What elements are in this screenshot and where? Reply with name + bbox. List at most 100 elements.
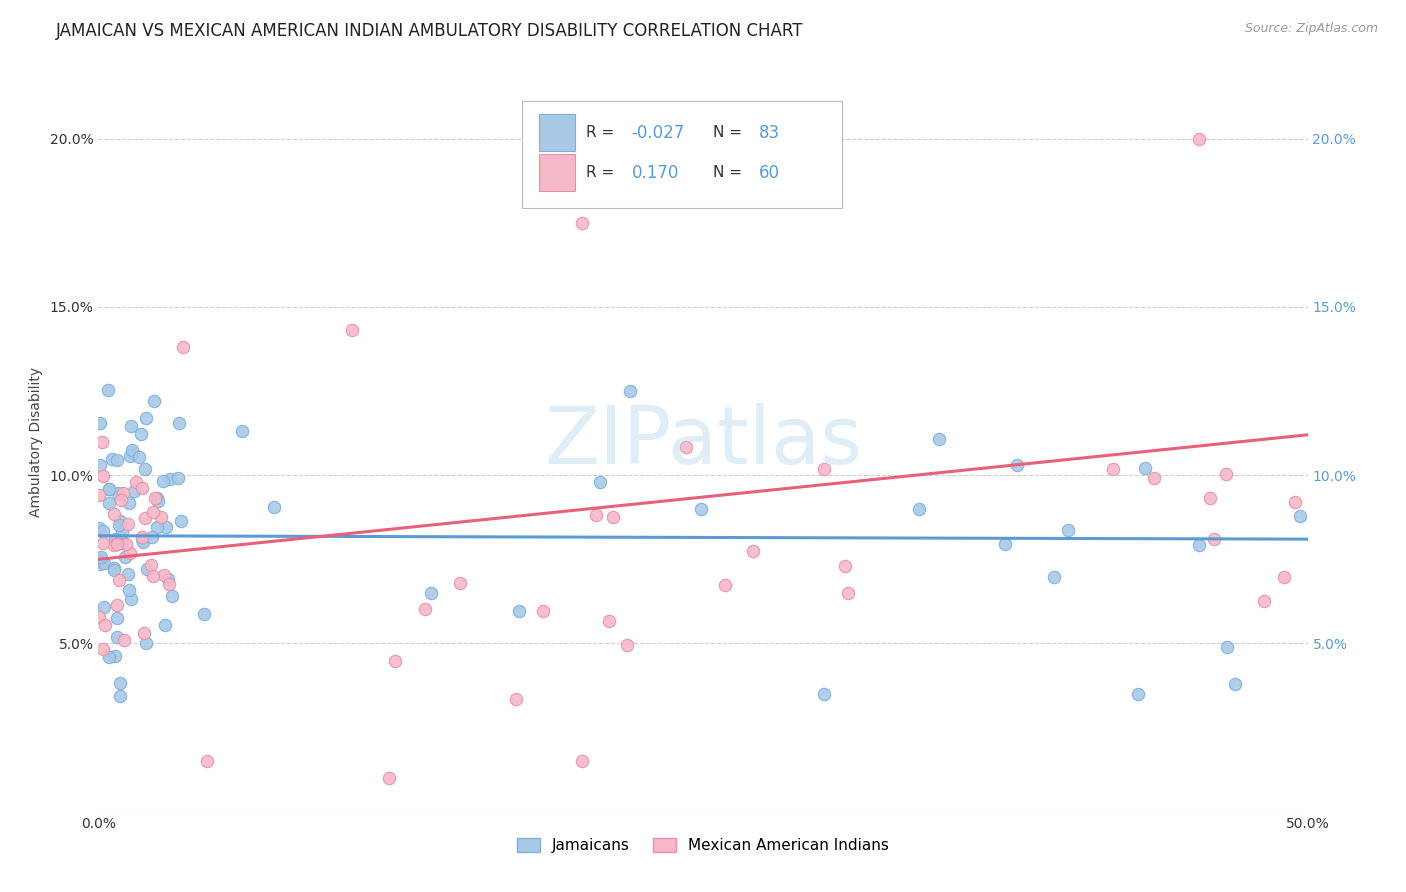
Point <box>93 468 115 483</box>
Point <box>131 482 153 496</box>
Point <box>132 626 155 640</box>
Point <box>111 525 134 540</box>
Text: 83: 83 <box>759 124 780 142</box>
Point <box>105 453 128 467</box>
Legend: Jamaicans, Mexican American Indians: Jamaicans, Mexican American Indians <box>510 832 896 860</box>
Point <box>103 561 125 575</box>
Point <box>1057 523 1080 537</box>
Point <box>156 572 179 586</box>
Point <box>571 216 593 230</box>
Point <box>1188 131 1211 145</box>
Point <box>384 654 406 668</box>
Point <box>97 482 120 496</box>
Point <box>602 510 624 524</box>
Point <box>134 462 156 476</box>
Point <box>1215 467 1237 482</box>
Point <box>118 450 141 464</box>
Point <box>93 556 115 570</box>
Text: Source: ZipAtlas.com: Source: ZipAtlas.com <box>1244 22 1378 36</box>
Point <box>1204 533 1226 547</box>
Point <box>994 536 1017 550</box>
Point <box>89 557 111 571</box>
Point <box>110 531 132 545</box>
Point <box>115 537 138 551</box>
Text: -0.027: -0.027 <box>631 124 685 142</box>
Point <box>93 536 115 550</box>
Point <box>97 383 120 397</box>
Text: N =: N = <box>713 125 742 140</box>
Point <box>108 675 131 690</box>
Point <box>167 416 190 430</box>
Point <box>104 532 127 546</box>
Point <box>342 324 364 338</box>
Point <box>813 462 835 476</box>
Point <box>263 500 285 514</box>
Point <box>107 486 129 500</box>
Point <box>98 482 121 496</box>
Point <box>117 567 139 582</box>
Text: JAMAICAN VS MEXICAN AMERICAN INDIAN AMBULATORY DISABILITY CORRELATION CHART: JAMAICAN VS MEXICAN AMERICAN INDIAN AMBU… <box>56 22 804 40</box>
Point <box>118 496 141 510</box>
Point <box>110 535 132 549</box>
Point <box>1143 471 1166 485</box>
Point <box>93 600 115 615</box>
Point <box>1284 495 1306 509</box>
Point <box>1223 677 1246 691</box>
Text: 0.170: 0.170 <box>631 164 679 182</box>
Point <box>1102 462 1125 476</box>
Point <box>413 602 436 616</box>
Point <box>508 605 530 619</box>
Point <box>122 483 145 498</box>
Point <box>146 491 169 505</box>
FancyBboxPatch shape <box>522 101 842 209</box>
Text: R =: R = <box>586 125 614 140</box>
Point <box>619 384 641 398</box>
Point <box>153 568 176 582</box>
Point <box>157 577 180 591</box>
Point <box>834 558 856 573</box>
Point <box>1198 491 1220 505</box>
Point <box>93 642 115 657</box>
Point <box>571 754 593 768</box>
Point <box>90 550 112 565</box>
Point <box>1272 570 1295 584</box>
Point <box>742 543 765 558</box>
Point <box>675 441 697 455</box>
Point <box>149 510 172 524</box>
Point <box>87 488 110 502</box>
Point <box>108 514 131 528</box>
Point <box>98 649 121 664</box>
Point <box>170 514 193 528</box>
Point <box>117 517 139 532</box>
Text: R =: R = <box>586 165 614 180</box>
Point <box>449 575 471 590</box>
Y-axis label: Ambulatory Disability: Ambulatory Disability <box>28 367 42 516</box>
Point <box>89 521 111 535</box>
Point <box>142 569 165 583</box>
Point <box>139 558 162 573</box>
Point <box>105 537 128 551</box>
Point <box>159 472 181 486</box>
Point <box>193 607 215 622</box>
Point <box>90 434 112 449</box>
Point <box>118 582 141 597</box>
Point <box>136 562 159 576</box>
Point <box>135 636 157 650</box>
Point <box>91 524 114 538</box>
Point <box>172 340 194 354</box>
Text: ZIPatlas: ZIPatlas <box>544 402 862 481</box>
Point <box>121 442 143 457</box>
Point <box>141 530 163 544</box>
Point <box>1188 538 1211 552</box>
Point <box>420 586 443 600</box>
Point <box>120 419 142 434</box>
FancyBboxPatch shape <box>538 114 575 152</box>
Point <box>928 432 950 446</box>
Point <box>125 475 148 489</box>
Point <box>108 518 131 533</box>
Point <box>1043 569 1066 583</box>
Point <box>505 692 527 706</box>
Point <box>1128 687 1150 701</box>
Point <box>1135 461 1157 475</box>
Point <box>107 599 129 613</box>
